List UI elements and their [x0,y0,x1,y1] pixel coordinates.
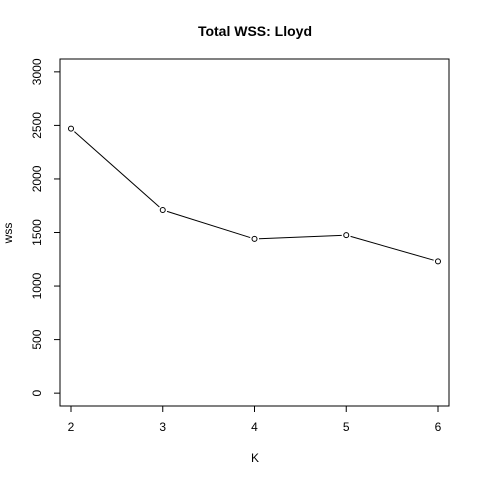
data-point [68,125,75,132]
y-tick-label: 1500 [30,219,44,246]
y-axis: 0 500 1000 1500 2000 2500 3000 [30,58,61,396]
y-tick-label: 0 [30,389,44,396]
y-tick-label: 1000 [30,272,44,299]
data-point [434,258,441,265]
data-point [251,235,258,242]
x-tick-label: 4 [251,420,258,434]
series-segment [258,234,342,240]
x-tick-label: 5 [343,420,350,434]
x-axis-label: K [251,451,259,465]
x-axis: 2 3 4 5 6 [68,405,442,434]
series-segment [74,131,160,208]
series-segment [350,235,434,261]
x-tick-label: 3 [159,420,166,434]
data-point [159,207,166,214]
series-segment [166,210,251,239]
x-tick-label: 6 [435,420,442,434]
data-point [343,232,350,239]
y-tick-label: 2500 [30,112,44,139]
series-layer [68,125,441,265]
y-tick-label: 3000 [30,58,44,85]
x-tick-label: 2 [68,420,75,434]
y-axis-label: wss [1,223,15,245]
chart-title: Total WSS: Lloyd [198,23,312,39]
y-tick-label: 2000 [30,165,44,192]
y-tick-label: 500 [30,329,44,349]
